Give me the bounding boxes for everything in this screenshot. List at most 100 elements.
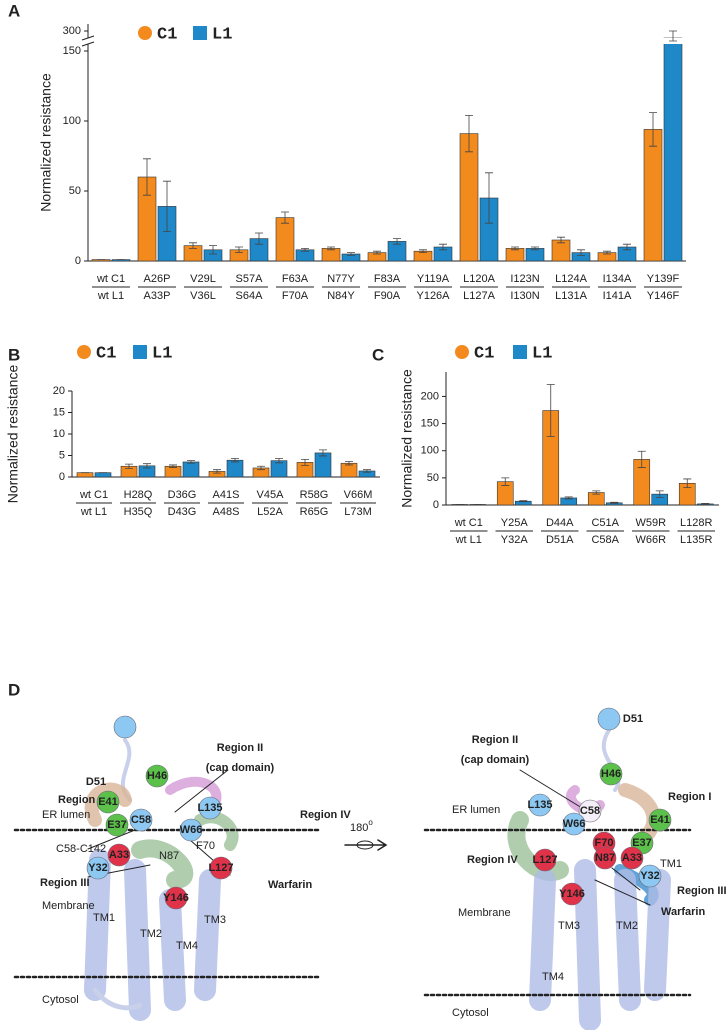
rotation-value: 180 xyxy=(350,822,368,834)
residue-label: F70 xyxy=(595,837,614,849)
x-tick-label: L127A xyxy=(463,290,495,302)
error-bar xyxy=(363,469,371,473)
structure-label: TM2 xyxy=(140,928,162,940)
x-tick-label: I123N xyxy=(510,273,539,285)
error-bar xyxy=(301,458,309,466)
residue-label: E37 xyxy=(632,837,652,849)
legend-label: C1 xyxy=(157,25,177,44)
x-tick-label: L120A xyxy=(463,273,495,285)
residue-label: C58 xyxy=(131,814,151,826)
residue-sphere xyxy=(593,846,617,870)
legend-label: C1 xyxy=(474,344,494,363)
residue-label: Y32 xyxy=(640,870,660,882)
residue-label: Y146 xyxy=(559,888,585,900)
x-tick-label: wt C1 xyxy=(79,489,108,501)
legend-label: L1 xyxy=(532,344,552,363)
region-label: Region III xyxy=(677,885,727,897)
structure-label: N87 xyxy=(159,850,179,862)
structure-label: TM1 xyxy=(93,912,115,924)
structure-label: F70 xyxy=(196,840,215,852)
error-bar xyxy=(143,463,151,469)
legend-marker xyxy=(513,345,527,359)
x-tick-label: wt C1 xyxy=(454,517,483,529)
structure-label: Warfarin xyxy=(268,879,312,891)
residue-label: N87 xyxy=(595,852,615,864)
x-tick-label: N84Y xyxy=(327,290,355,302)
y-tick-label: 300 xyxy=(63,25,81,37)
residue-label: A33 xyxy=(109,849,129,861)
error-bar xyxy=(465,115,473,153)
x-tick-label: C51A xyxy=(591,517,619,529)
y-axis-label: Normalized resistance xyxy=(399,369,415,508)
region-label: Region II xyxy=(217,742,263,754)
error-bar xyxy=(213,469,221,474)
structure-label: TM4 xyxy=(542,971,564,983)
region-label: Region I xyxy=(668,791,711,803)
residue-label: L135 xyxy=(197,802,222,814)
region-label: Region I xyxy=(58,794,101,806)
error-bar xyxy=(637,450,646,468)
residue-sphere xyxy=(533,848,557,872)
error-bar xyxy=(347,252,355,256)
x-tick-label: V36L xyxy=(190,290,216,302)
error-bar xyxy=(345,461,353,466)
error-bar xyxy=(143,158,151,196)
residue-sphere xyxy=(164,886,188,910)
legend-label: L1 xyxy=(212,25,232,44)
bar xyxy=(182,461,200,478)
x-tick-label: H28Q xyxy=(124,489,153,501)
structure-label: TM3 xyxy=(558,920,580,932)
residue-sphere xyxy=(198,796,222,820)
residue-sphere xyxy=(528,793,552,817)
structure-label: TM4 xyxy=(176,940,198,952)
panel-label: D xyxy=(8,680,20,699)
region-label: Region IV xyxy=(300,809,351,821)
legend-label: L1 xyxy=(152,344,172,363)
y-tick-label: 150 xyxy=(421,417,439,429)
structure-label: C58-C142 xyxy=(56,843,106,855)
residue-label: W66 xyxy=(180,824,203,836)
y-tick-label: 50 xyxy=(427,472,439,484)
region-label: Region IV xyxy=(467,854,518,866)
residue-sphere xyxy=(107,843,131,867)
error-bar xyxy=(257,465,265,471)
x-tick-label: Y126A xyxy=(416,290,450,302)
residue-label: Y146 xyxy=(163,892,189,904)
error-bar xyxy=(655,490,664,498)
structure-label: ER lumen xyxy=(42,809,90,821)
x-tick-label: I134A xyxy=(603,273,632,285)
error-bar xyxy=(163,180,171,232)
axis-break-mark xyxy=(81,35,95,47)
y-tick-label: 15 xyxy=(53,406,65,418)
residue-sphere xyxy=(145,764,169,788)
residue-sphere xyxy=(562,812,586,836)
x-tick-label: F90A xyxy=(374,290,401,302)
residue-sphere xyxy=(129,808,153,832)
rotation-label: 180o xyxy=(350,818,373,834)
error-bar xyxy=(603,250,611,255)
bar xyxy=(76,472,94,478)
legend-marker xyxy=(193,26,207,40)
error-bar xyxy=(577,249,585,256)
rotation-degree: o xyxy=(368,818,373,827)
residue-label: A33 xyxy=(622,852,642,864)
bar xyxy=(275,217,295,262)
error-bar xyxy=(546,384,555,437)
y-tick-label: 50 xyxy=(69,185,81,197)
x-tick-label: Y146F xyxy=(647,290,680,302)
x-tick-label: Y32A xyxy=(501,534,529,546)
residue-sphere xyxy=(620,846,644,870)
error-bar xyxy=(419,249,427,253)
residue-label: L127 xyxy=(532,854,557,866)
residue-sphere xyxy=(578,799,602,823)
panel-label: B xyxy=(8,345,20,364)
structure-label: TM2 xyxy=(616,920,638,932)
legend-marker xyxy=(455,345,469,359)
error-bar xyxy=(189,242,197,249)
error-bar xyxy=(649,112,657,147)
x-tick-label: N77Y xyxy=(327,273,355,285)
bar xyxy=(663,37,683,262)
x-tick-label: L128R xyxy=(680,517,712,529)
residue-sphere xyxy=(113,715,137,739)
